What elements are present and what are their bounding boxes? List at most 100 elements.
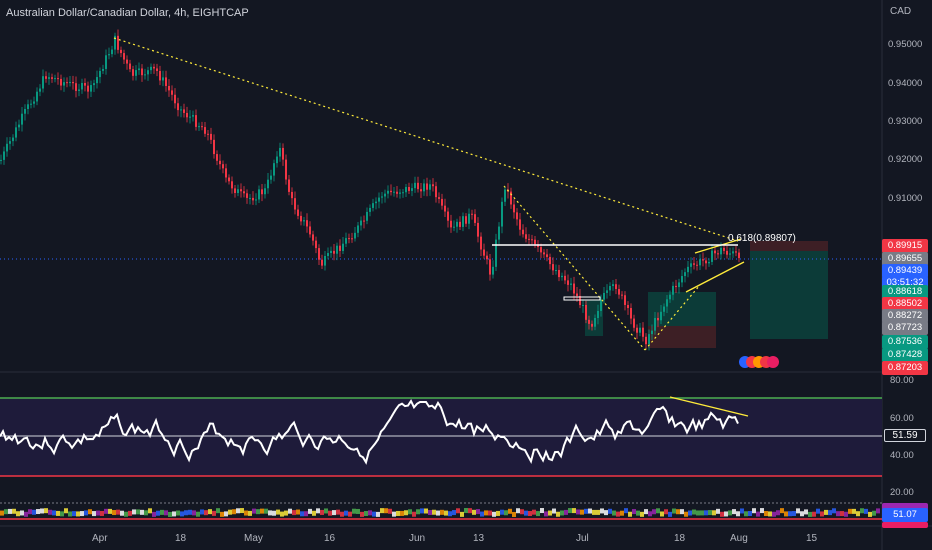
candle-body: [465, 216, 467, 224]
price-candles: [0, 29, 740, 351]
candle-body: [495, 239, 497, 267]
candle-body: [273, 163, 275, 176]
strip-segment: [596, 509, 600, 515]
candle-body: [165, 77, 167, 86]
strip-segment: [260, 508, 264, 514]
candle-body: [213, 139, 215, 155]
candle-body: [513, 204, 515, 213]
candle-body: [675, 285, 677, 288]
strip-segment: [288, 508, 292, 514]
candle-body: [609, 286, 611, 291]
position-profit-zone-2[interactable]: [648, 292, 716, 326]
candle-body: [201, 126, 203, 128]
strip-segment: [868, 511, 872, 517]
strip-segment: [608, 508, 612, 514]
support-trendline[interactable]: [644, 284, 701, 351]
long-position-profit-zone[interactable]: [750, 251, 828, 339]
strip-segment: [168, 511, 172, 517]
candle-body: [195, 115, 197, 127]
candle-body: [717, 253, 719, 255]
candle-body: [444, 205, 446, 212]
strip-segment: [300, 511, 304, 517]
strip-segment: [776, 510, 780, 516]
strip-segment: [508, 508, 512, 514]
strip-segment: [796, 508, 800, 514]
candle-body: [336, 245, 338, 254]
position-loss-zone-2[interactable]: [648, 326, 716, 348]
wedge-upper-line[interactable]: [694, 238, 742, 254]
candle-body: [600, 299, 602, 311]
strip-segment: [560, 510, 564, 516]
strip-segment: [144, 510, 148, 516]
candle-body: [291, 191, 293, 199]
upper-trendline[interactable]: [113, 37, 739, 242]
strip-segment: [228, 509, 232, 515]
candle-body: [189, 116, 191, 118]
strip-segment: [800, 511, 804, 517]
strip-segment: [436, 510, 440, 516]
candle-body: [435, 186, 437, 198]
strip-segment: [204, 510, 208, 516]
price-tag: 0.89915: [882, 239, 928, 253]
candle-body: [516, 212, 518, 220]
candle-body: [204, 127, 206, 134]
candle-body: [564, 275, 566, 281]
candle-body: [216, 154, 218, 161]
candle-body: [387, 190, 389, 194]
candle-body: [729, 253, 731, 255]
strip-segment: [152, 511, 156, 517]
strip-segment: [860, 508, 864, 514]
candle-body: [288, 179, 290, 192]
economic-events-icon[interactable]: [739, 356, 779, 368]
strip-segment: [836, 511, 840, 517]
strip-segment: [60, 511, 64, 517]
candle-body: [456, 221, 458, 227]
support-box[interactable]: [563, 296, 601, 301]
long-position-loss-zone[interactable]: [750, 241, 828, 251]
strip-segment: [500, 509, 504, 515]
strip-segment: [384, 508, 388, 514]
indicator-strip: [0, 508, 880, 517]
strip-segment: [376, 511, 380, 517]
strip-segment: [236, 508, 240, 514]
strip-segment: [588, 508, 592, 514]
candle-body: [510, 191, 512, 205]
price-label: 0.94000: [888, 78, 923, 89]
candle-body: [345, 238, 347, 244]
candle-body: [405, 187, 407, 193]
wedge-lower-line[interactable]: [685, 261, 745, 293]
currency-label[interactable]: CAD: [890, 6, 912, 17]
chart-title[interactable]: Australian Dollar/Canadian Dollar, 4h, E…: [6, 7, 249, 19]
wedge-trendline[interactable]: [503, 185, 646, 351]
candle-body: [561, 275, 563, 278]
date-label: Jun: [409, 533, 426, 544]
candle-body: [93, 83, 95, 86]
candle-body: [123, 53, 125, 60]
strip-segment: [332, 510, 336, 516]
candle-body: [147, 70, 149, 75]
strip-segment: [20, 510, 24, 516]
candle-body: [54, 78, 56, 80]
candle-body: [540, 247, 542, 253]
candle-body: [30, 103, 32, 105]
candle-body: [597, 310, 599, 318]
strip-segment: [368, 510, 372, 516]
strip-segment: [104, 508, 108, 514]
strip-segment: [592, 509, 596, 515]
strip-segment: [404, 510, 408, 516]
strip-segment: [4, 509, 8, 515]
fib-label[interactable]: 0.618(0.89807): [728, 233, 796, 244]
strip-segment: [840, 511, 844, 517]
strip-segment: [296, 509, 300, 515]
strip-segment: [600, 508, 604, 514]
strip-segment: [100, 510, 104, 516]
rsi-divergence-line[interactable]: [669, 396, 749, 417]
candle-body: [36, 91, 38, 102]
candle-body: [360, 220, 362, 226]
candle-body: [183, 109, 185, 113]
strip-segment: [84, 510, 88, 516]
candle-body: [720, 247, 722, 255]
strip-segment: [736, 511, 740, 517]
strip-segment: [240, 508, 244, 514]
